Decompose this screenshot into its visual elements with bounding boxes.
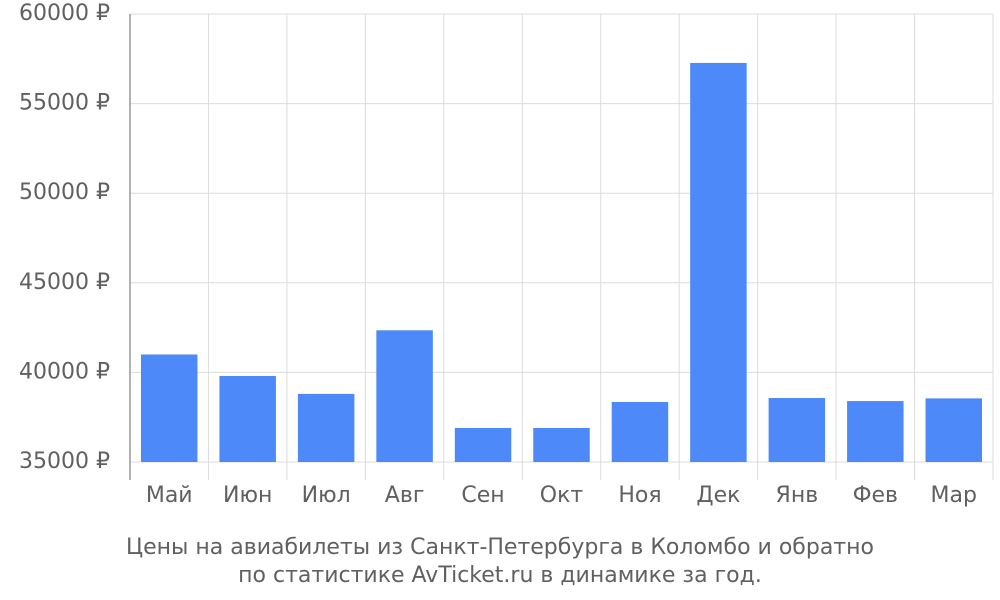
x-tick-label: Июн — [223, 483, 272, 508]
x-tick-label: Мар — [931, 483, 977, 508]
x-tick-label: Фев — [853, 483, 898, 508]
x-tick-label: Май — [146, 483, 193, 508]
y-tick-label: 55000 ₽ — [19, 91, 110, 116]
y-tick-label: 45000 ₽ — [19, 270, 110, 295]
caption: по статистике AvTicket.ru в динамике за … — [238, 563, 762, 588]
x-tick-label: Авг — [385, 483, 425, 508]
y-tick-label: 50000 ₽ — [19, 180, 110, 205]
x-tick-label: Июл — [302, 483, 351, 508]
y-tick-label: 40000 ₽ — [19, 359, 110, 384]
bar — [690, 62, 747, 462]
bar — [847, 401, 904, 462]
bar — [925, 398, 983, 462]
x-tick-label: Сен — [461, 483, 504, 508]
x-tick-label: Ноя — [618, 483, 661, 508]
bar — [611, 401, 669, 462]
bar — [297, 393, 355, 462]
y-tick-label: 35000 ₽ — [19, 449, 110, 474]
x-tick-label: Дек — [696, 483, 740, 508]
bar — [219, 375, 276, 462]
y-tick-label: 60000 ₽ — [19, 1, 110, 26]
caption: Цены на авиабилеты из Санкт-Петербурга в… — [126, 535, 874, 560]
x-tick-label: Окт — [540, 483, 584, 508]
bar — [533, 427, 590, 462]
bar — [768, 398, 826, 462]
bar — [454, 427, 512, 462]
bar — [140, 354, 198, 462]
bar — [376, 330, 433, 462]
x-tick-label: Янв — [776, 483, 819, 508]
